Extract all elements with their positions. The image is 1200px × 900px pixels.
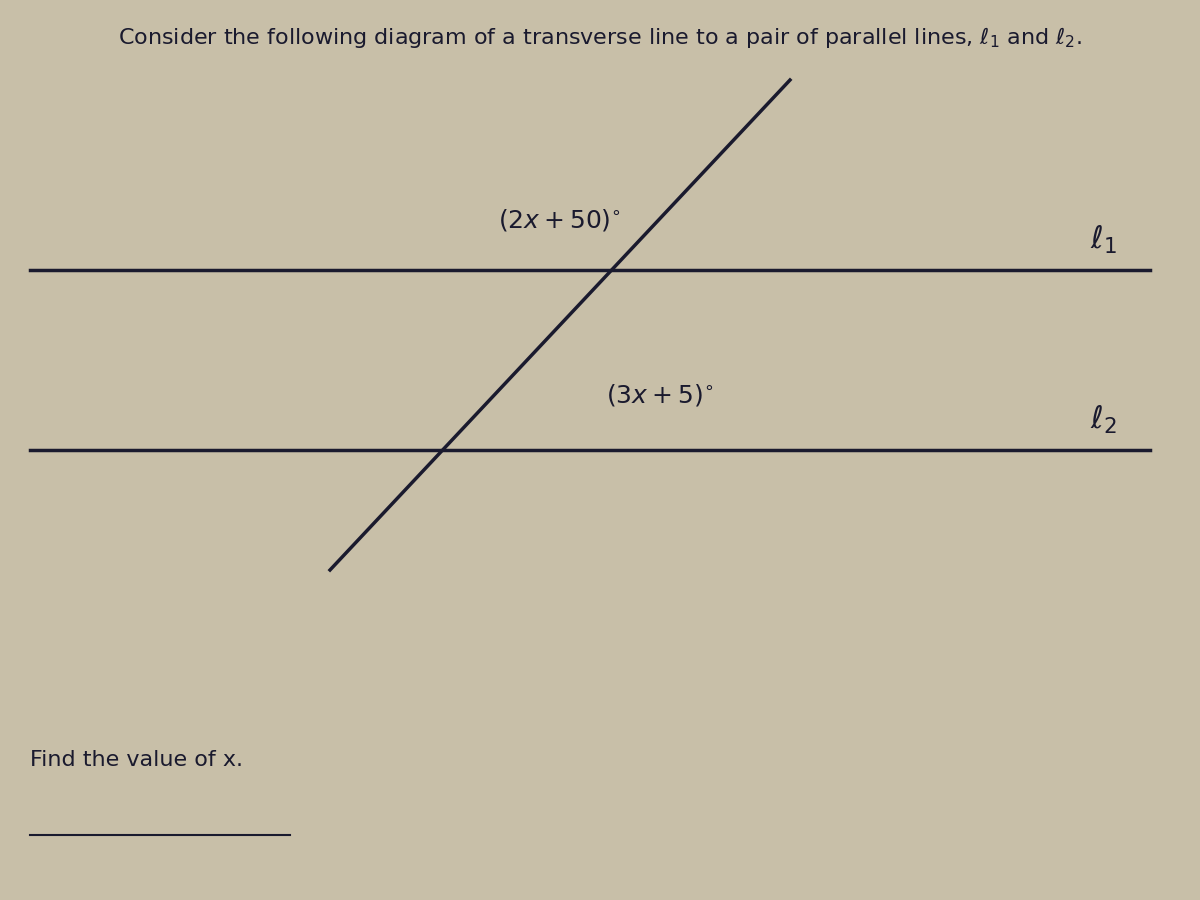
Text: Consider the following diagram of a transverse line to a pair of parallel lines,: Consider the following diagram of a tran… bbox=[118, 25, 1082, 50]
Text: $\ell_2$: $\ell_2$ bbox=[1090, 404, 1116, 436]
Text: $(3x + 5)^{\circ}$: $(3x + 5)^{\circ}$ bbox=[606, 382, 714, 408]
Text: $(2x +50)^{\circ}$: $(2x +50)^{\circ}$ bbox=[498, 207, 622, 233]
Text: $\ell_1$: $\ell_1$ bbox=[1090, 224, 1117, 256]
Text: Find the value of x.: Find the value of x. bbox=[30, 750, 242, 770]
